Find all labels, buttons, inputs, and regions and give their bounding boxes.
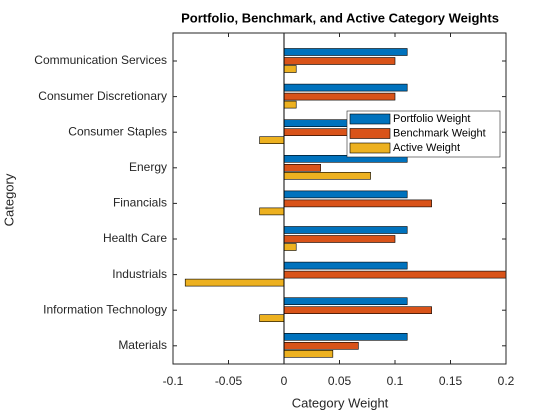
y-tick-label: Energy [129,160,167,174]
x-tick-label: -0.05 [215,374,243,388]
x-tick-label: 0.15 [439,374,463,388]
legend-swatch [349,128,391,139]
legend-swatch [349,142,391,154]
bar [283,349,334,358]
bar [283,261,408,270]
y-tick-label: Materials [118,338,167,352]
bar [283,226,408,234]
plot-frame [172,32,507,365]
y-tick-label: Communication Services [34,53,167,67]
bar [283,100,297,109]
bar [283,83,408,92]
bar [283,332,408,341]
x-tick-label: 0 [281,374,288,388]
bar [283,65,297,73]
y-tick-label: Consumer Discretionary [38,89,167,103]
x-tick-label: -0.1 [163,374,184,388]
bar [184,278,285,287]
y-tick-label: Information Technology [43,302,167,316]
bar [283,190,408,199]
x-tick-label: 0.1 [387,374,404,388]
bar [283,306,432,315]
y-tick-label: Financials [113,196,167,210]
y-tick-label: Health Care [103,231,167,245]
bar [283,270,507,279]
bar [283,341,359,350]
x-axis-label: Category Weight [292,395,389,410]
bar [283,235,396,243]
legend-label: Benchmark Weight [393,127,486,139]
bar [259,136,285,144]
legend-label: Portfolio Weight [393,113,470,125]
bar [283,243,297,251]
bar [283,164,321,172]
legend-label: Active Weight [393,142,460,154]
bar [259,314,285,323]
bar [259,207,285,216]
y-tick-label: Consumer Staples [68,124,167,138]
y-axis-label: Category [1,173,16,226]
bar [283,172,371,180]
x-tick-label: 0.2 [498,374,515,388]
legend: Portfolio Weight Benchmark Weight Active W… [346,110,501,158]
bar [283,297,408,306]
bar [283,199,432,208]
legend-swatch [349,113,391,125]
chart-title: Portfolio, Benchmark, and Active Categor… [181,10,499,25]
bar [283,92,396,101]
bar [283,57,396,65]
bar [283,48,408,56]
plot-area [173,33,506,364]
x-tick-label: 0.05 [328,374,352,388]
y-tick-label: Industrials [112,267,167,281]
